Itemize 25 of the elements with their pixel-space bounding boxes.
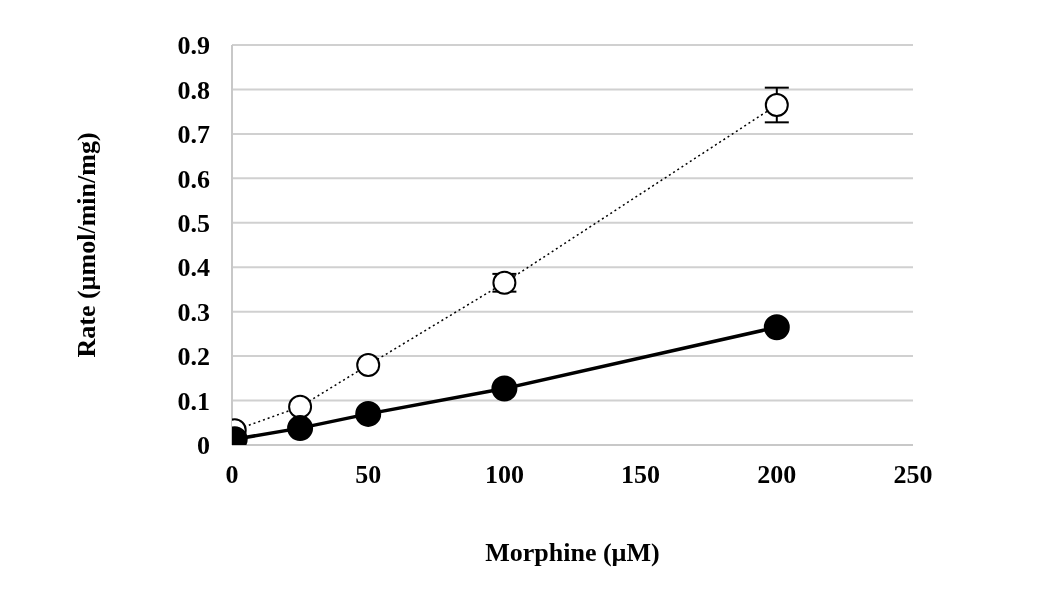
- x-axis-title: Morphine (µM): [485, 538, 660, 567]
- x-tick-label: 50: [355, 460, 382, 490]
- y-tick-label: 0.2: [177, 342, 210, 372]
- y-tick-label: 0.7: [177, 120, 210, 150]
- point: [355, 400, 382, 427]
- point: [356, 353, 381, 377]
- x-tick-label: 100: [484, 460, 524, 490]
- x-tick-label: 250: [893, 460, 933, 490]
- point: [288, 394, 313, 419]
- point: [491, 375, 518, 402]
- point: [763, 314, 790, 341]
- x-tick-label: 150: [621, 460, 661, 490]
- y-axis-title: Rate (µmol/min/mg): [72, 132, 102, 358]
- y-tick-label: 0.5: [177, 209, 210, 239]
- x-tick-label: 0: [225, 460, 239, 490]
- y-tick-label: 0: [197, 431, 210, 461]
- y-tick-label: 0.8: [177, 75, 210, 105]
- y-tick-label: 0.6: [177, 164, 210, 194]
- point: [287, 415, 314, 442]
- point: [764, 93, 789, 117]
- x-tick-label: 200: [757, 460, 797, 490]
- y-tick-label: 0.3: [177, 297, 210, 327]
- y-tick-label: 0.1: [177, 386, 210, 416]
- y-tick-label: 0.4: [177, 253, 210, 283]
- y-tick-label: 0.9: [177, 31, 210, 61]
